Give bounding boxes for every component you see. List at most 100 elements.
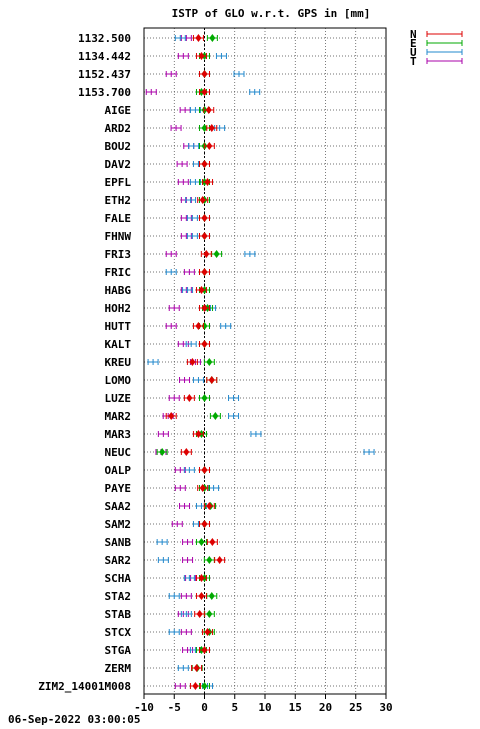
point-n [206,142,213,150]
point-e [201,682,208,690]
station-label: 1132.500 [78,32,131,45]
point-e [198,538,205,546]
x-tick-label: 10 [258,701,271,712]
station-label: BOU2 [105,140,132,153]
point-n [186,394,193,402]
station-label: FRI3 [105,248,132,261]
point-n [183,448,190,456]
point-n [201,340,208,348]
point-e [206,358,213,366]
station-label: FHNW [105,230,132,243]
point-n [201,466,208,474]
station-label: MAR2 [105,410,132,423]
station-label: MAR3 [105,428,132,441]
station-label: SAR2 [105,554,132,567]
chart-title: ISTP of GLO w.r.t. GPS in [mm] [172,7,371,20]
station-label: SAA2 [105,500,132,513]
station-label: SANB [105,536,132,549]
point-n [198,52,205,60]
station-label: LOMO [105,374,132,387]
station-label: HUTT [105,320,132,333]
point-n [204,628,211,636]
point-n [195,430,202,438]
point-n [199,484,206,492]
legend-label: T [410,55,417,68]
station-label: EPFL [105,176,132,189]
station-label: SAM2 [105,518,132,531]
point-n [201,88,208,96]
x-tick-label: 20 [319,701,332,712]
point-e [201,394,208,402]
x-tick-label: 25 [349,701,362,712]
point-n [193,664,200,672]
point-n [208,124,215,132]
station-label: HOH2 [105,302,132,315]
x-tick-label: 15 [289,701,302,712]
point-n [198,574,205,582]
station-label: NEUC [105,446,132,459]
station-label: 1153.700 [78,86,131,99]
station-label: STGA [105,644,132,657]
point-n [205,106,212,114]
x-tick-label: -5 [168,701,181,712]
point-n [216,556,223,564]
station-label: FALE [105,212,132,225]
point-e [206,610,213,618]
station-label: 1152.437 [78,68,131,81]
legend-label: E [410,37,417,50]
legend-label: N [410,28,417,41]
station-label: STA2 [105,590,132,603]
station-label: DAV2 [105,158,132,171]
station-label: OALP [105,464,132,477]
x-tick-label: 30 [379,701,392,712]
station-label: ARD2 [105,122,132,135]
point-n [201,520,208,528]
station-label: STCX [105,626,132,639]
point-n [201,70,208,78]
point-n [201,646,208,654]
point-n [201,232,208,240]
point-n [203,250,210,258]
station-label: SCHA [105,572,132,585]
timestamp-footer: 06-Sep-2022 03:00:05 [8,713,141,726]
station-label: ETH2 [105,194,132,207]
point-n [195,322,202,330]
point-n [201,160,208,168]
station-label: AIGE [105,104,132,117]
point-e [159,448,166,456]
station-label: KREU [105,356,132,369]
point-e [208,592,215,600]
point-n [199,196,206,204]
point-n [201,268,208,276]
point-n [208,376,215,384]
point-n [201,304,208,312]
point-n [198,286,205,294]
point-e [212,412,219,420]
station-label: ZIM2_14001M008 [38,680,131,693]
istp-chart: ISTP of GLO w.r.t. GPS in [mm] 1132.500 11… [38,7,463,712]
point-n [209,538,216,546]
point-n [201,214,208,222]
station-label: STAB [105,608,132,621]
station-label: HABG [105,284,132,297]
station-label: PAYE [105,482,132,495]
station-label: LUZE [105,392,132,405]
station-label: FRIC [105,266,132,279]
point-n [196,610,203,618]
legend-label: U [410,46,417,59]
station-label: ZERM [105,662,132,675]
x-tick-label: 0 [201,701,208,712]
point-e [209,34,216,42]
x-tick-label: -10 [134,701,154,712]
point-e [201,124,208,132]
point-n [204,178,211,186]
x-tick-label: 5 [231,701,238,712]
station-label: 1134.442 [78,50,131,63]
station-label: KALT [105,338,132,351]
point-n [189,358,196,366]
point-e [213,250,220,258]
point-n [198,592,205,600]
point-n [195,34,202,42]
point-n [192,682,199,690]
point-e [206,556,213,564]
